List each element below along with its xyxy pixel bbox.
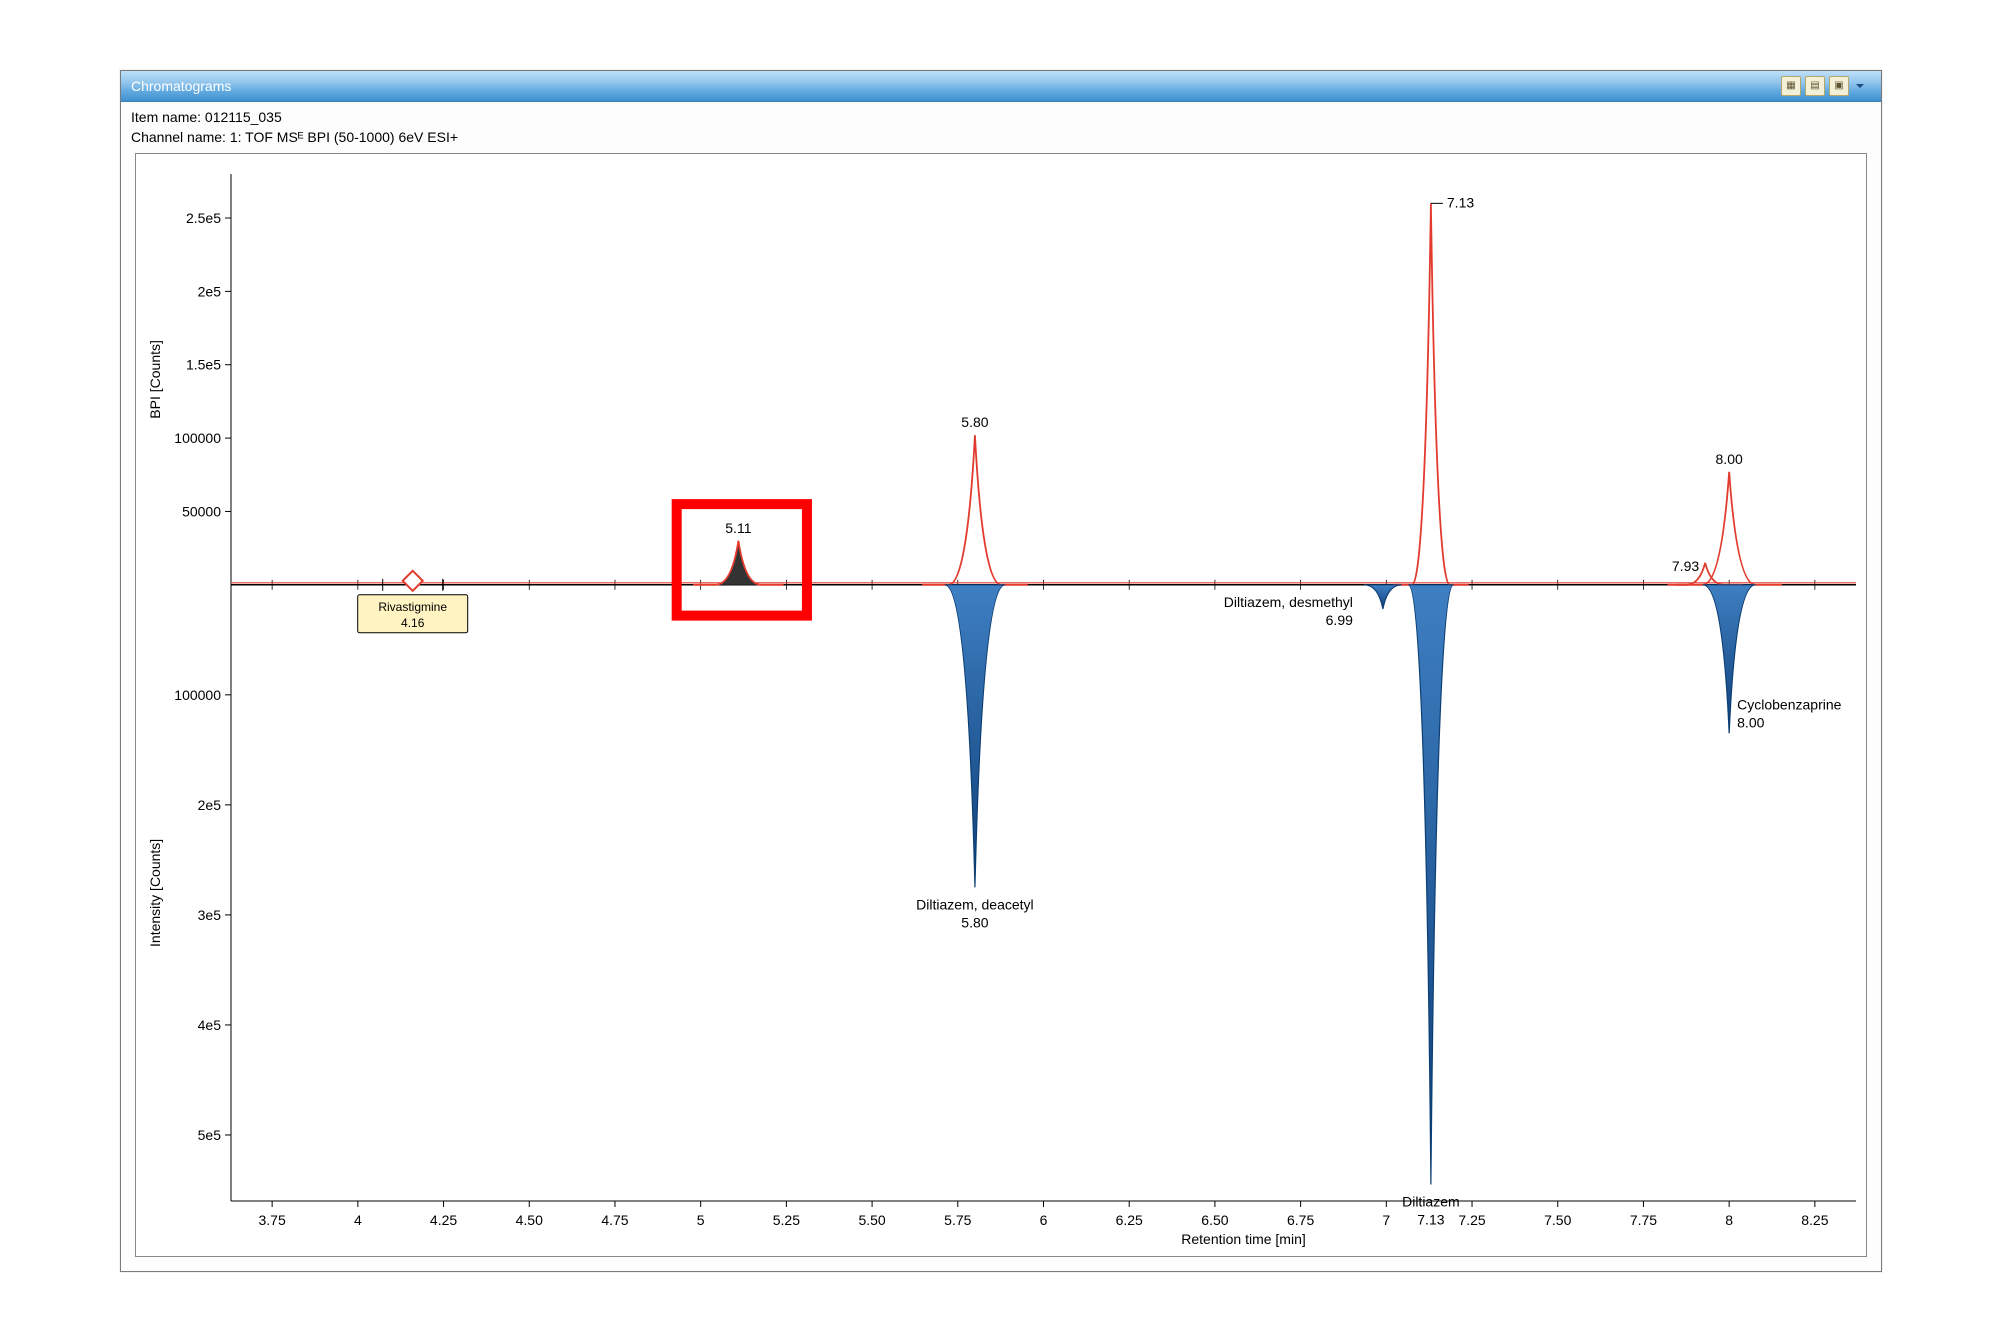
toolbar-icon-1[interactable]: ▦: [1781, 76, 1801, 96]
svg-text:100000: 100000: [174, 687, 221, 703]
svg-text:6.75: 6.75: [1287, 1212, 1314, 1228]
svg-text:8.25: 8.25: [1801, 1212, 1828, 1228]
item-name-line: Item name: 012115_035: [131, 108, 1871, 128]
svg-text:2.5e5: 2.5e5: [186, 210, 221, 226]
svg-text:6.99: 6.99: [1326, 612, 1353, 628]
svg-text:2e5: 2e5: [198, 797, 222, 813]
chromatogram-window: Chromatograms ▦ ▤ ▣ Item name: 012115_03…: [120, 70, 1882, 1272]
svg-text:7.93: 7.93: [1672, 558, 1699, 574]
svg-text:7.75: 7.75: [1630, 1212, 1657, 1228]
svg-text:3e5: 3e5: [198, 907, 222, 923]
stage: Chromatograms ▦ ▤ ▣ Item name: 012115_03…: [0, 0, 2000, 1333]
svg-text:6.25: 6.25: [1116, 1212, 1143, 1228]
svg-text:2e5: 2e5: [198, 284, 222, 300]
svg-text:Cyclobenzaprine: Cyclobenzaprine: [1737, 697, 1841, 713]
channel-name-line: Channel name: 1: TOF MSᴱ BPI (50-1000) 6…: [131, 128, 1871, 148]
svg-text:5e5: 5e5: [198, 1127, 222, 1143]
svg-text:Retention time [min]: Retention time [min]: [1181, 1231, 1306, 1247]
channel-name-value: 1: TOF MSᴱ BPI (50-1000) 6eV ESI+: [230, 129, 458, 145]
svg-text:3.75: 3.75: [259, 1212, 286, 1228]
svg-text:100000: 100000: [174, 430, 221, 446]
svg-text:1.5e5: 1.5e5: [186, 357, 221, 373]
item-name-value: 012115_035: [205, 109, 282, 125]
svg-text:4.50: 4.50: [516, 1212, 543, 1228]
chromatogram-svg: 3.75 4 4.25 4.50 4.75 5 5.25 5.50 5.75 6 6.25 6.50 6…: [136, 154, 1866, 1256]
title-bar-icons: ▦ ▤ ▣: [1781, 76, 1871, 96]
toolbar-icon-3[interactable]: ▣: [1829, 76, 1849, 96]
svg-text:5.50: 5.50: [858, 1212, 885, 1228]
svg-text:7.13: 7.13: [1447, 195, 1474, 211]
svg-text:Diltiazem, desmethyl: Diltiazem, desmethyl: [1224, 594, 1353, 610]
svg-text:BPI [Counts]: BPI [Counts]: [147, 340, 163, 419]
plot-area[interactable]: 3.75 4 4.25 4.50 4.75 5 5.25 5.50 5.75 6 6.25 6.50 6…: [135, 153, 1867, 1257]
svg-text:4e5: 4e5: [198, 1017, 222, 1033]
svg-text:5.80: 5.80: [961, 915, 988, 931]
svg-text:4: 4: [354, 1212, 362, 1228]
svg-text:8.00: 8.00: [1716, 451, 1743, 467]
item-name-label: Item name:: [131, 109, 201, 125]
svg-text:8: 8: [1725, 1212, 1733, 1228]
svg-text:6.50: 6.50: [1201, 1212, 1228, 1228]
svg-text:5.11: 5.11: [725, 520, 751, 536]
svg-text:5.80: 5.80: [961, 414, 988, 430]
svg-text:6: 6: [1040, 1212, 1048, 1228]
dropdown-icon[interactable]: [1853, 79, 1867, 93]
channel-name-label: Channel name:: [131, 129, 226, 145]
svg-text:Diltiazem, deacetyl: Diltiazem, deacetyl: [916, 897, 1034, 913]
svg-text:7: 7: [1382, 1212, 1390, 1228]
svg-text:4.16: 4.16: [401, 616, 425, 630]
svg-text:8.00: 8.00: [1737, 715, 1764, 731]
window-title: Chromatograms: [131, 71, 231, 101]
svg-text:5.25: 5.25: [773, 1212, 800, 1228]
svg-text:50000: 50000: [182, 504, 221, 520]
svg-text:7.13: 7.13: [1417, 1212, 1444, 1228]
svg-text:5: 5: [697, 1212, 705, 1228]
svg-text:5.75: 5.75: [944, 1212, 971, 1228]
svg-text:Rivastigmine: Rivastigmine: [378, 600, 447, 614]
svg-text:4.25: 4.25: [430, 1212, 457, 1228]
svg-text:Intensity [Counts]: Intensity [Counts]: [147, 839, 163, 947]
metadata-block: Item name: 012115_035 Channel name: 1: T…: [121, 102, 1881, 147]
svg-text:Diltiazem: Diltiazem: [1402, 1194, 1460, 1210]
svg-text:7.25: 7.25: [1458, 1212, 1485, 1228]
title-bar: Chromatograms ▦ ▤ ▣: [121, 71, 1881, 102]
toolbar-icon-2[interactable]: ▤: [1805, 76, 1825, 96]
svg-text:4.75: 4.75: [601, 1212, 628, 1228]
svg-text:7.50: 7.50: [1544, 1212, 1571, 1228]
